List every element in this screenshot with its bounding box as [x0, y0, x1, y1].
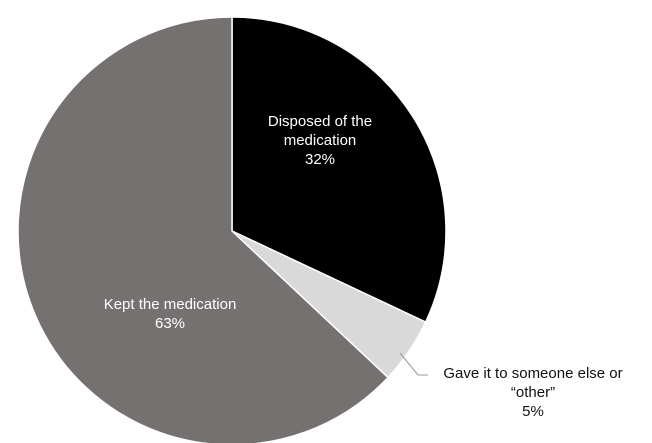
slice-label-line-1-1: “other” [511, 384, 555, 401]
slice-label-line-0-1: medication [284, 132, 357, 149]
pie-slice-0 [231, 16, 447, 324]
slice-labels: Disposed of the medication 32% Gave it to s… [104, 113, 623, 420]
leader-line-1 [399, 352, 428, 376]
slice-label-2: Kept the medication 63% [104, 296, 237, 332]
slice-value-label-2: 63% [155, 315, 185, 332]
slice-label-line-2-0: Kept the medication [104, 296, 237, 313]
slice-label-line-1-0: Gave it to someone else or [443, 365, 622, 382]
slice-value-label-1: 5% [522, 403, 544, 420]
slice-label-line-0-0: Disposed of the [268, 113, 372, 130]
slice-value-label-0: 32% [305, 151, 335, 168]
pie-slices [17, 16, 447, 443]
leader-lines [399, 352, 428, 376]
slice-label-0: Disposed of the medication 32% [268, 113, 372, 168]
slice-label-1: Gave it to someone else or “other” 5% [443, 365, 622, 420]
pie-slice-2 [17, 16, 390, 443]
